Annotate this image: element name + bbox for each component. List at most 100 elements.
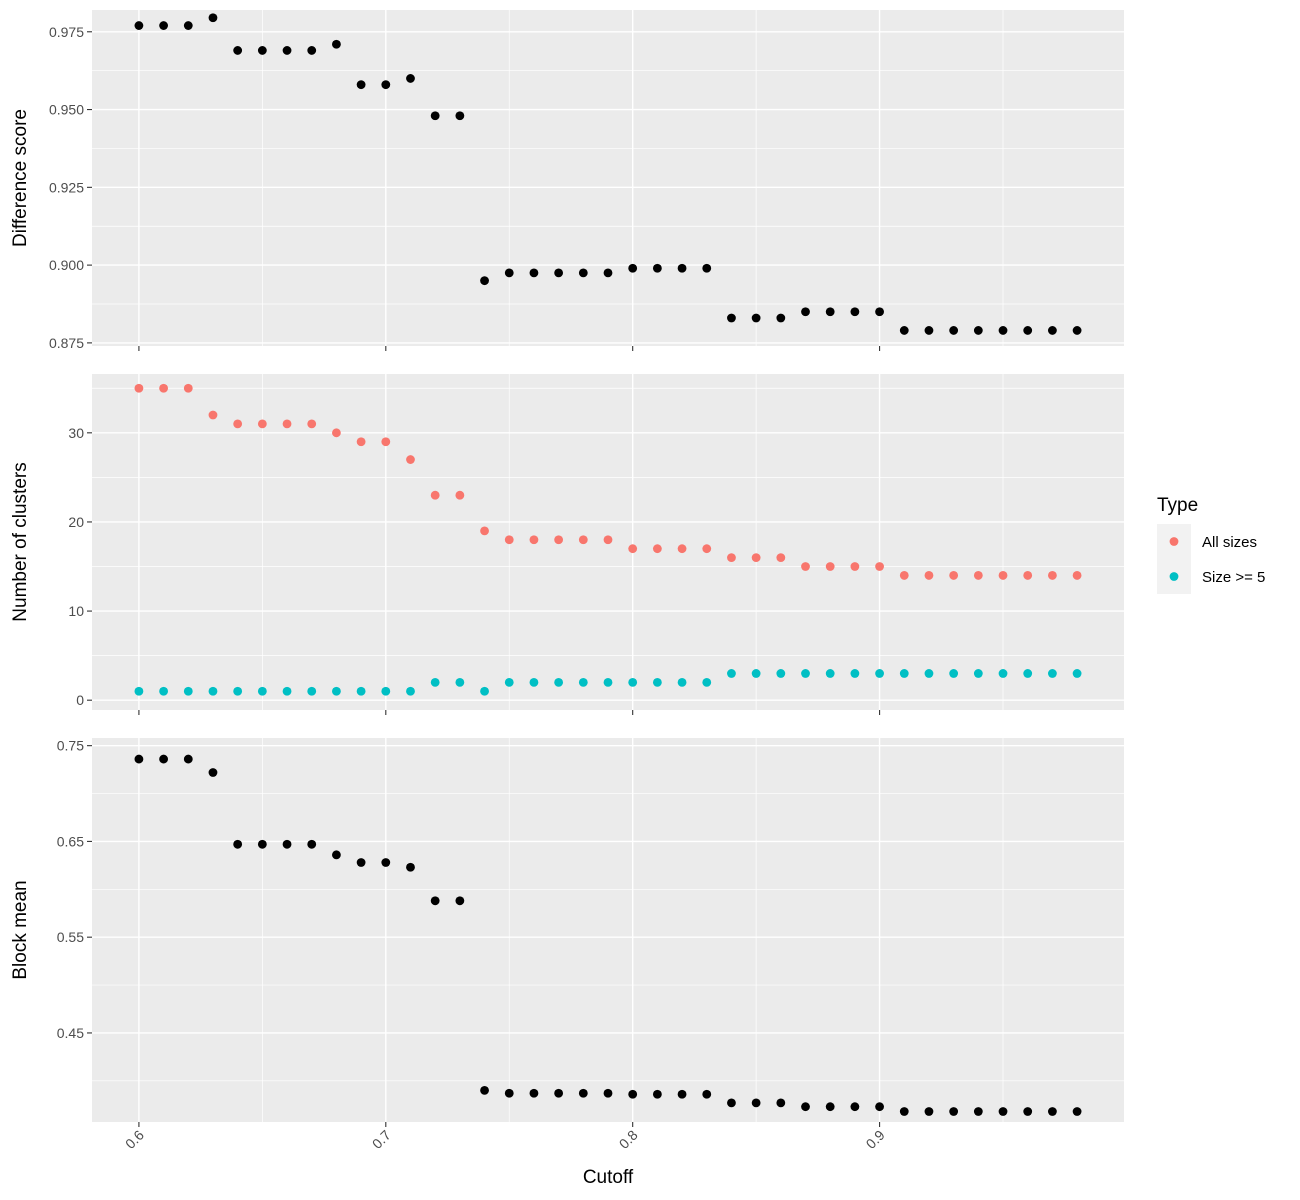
data-point-series (1072, 326, 1082, 335)
data-point-series (480, 276, 489, 286)
y-tick-label: 0.925 (49, 179, 84, 195)
data-point-series (233, 46, 243, 55)
data-point-size-5 (875, 669, 884, 678)
data-point-size-5 (899, 669, 909, 678)
y-tick-label: 0.900 (49, 257, 84, 273)
data-point-series (998, 1107, 1008, 1116)
data-point-series (825, 307, 835, 317)
data-point-series (134, 21, 144, 30)
data-point-size-5 (134, 686, 144, 696)
data-point-size-5 (208, 686, 218, 696)
data-point-series (183, 754, 193, 764)
data-point-size-5 (257, 686, 267, 696)
data-point-all-sizes (257, 419, 267, 429)
data-point-all-sizes (159, 383, 168, 393)
y-tick-label: 0.45 (57, 1025, 84, 1041)
data-point-series (529, 1088, 539, 1098)
data-point-all-sizes (751, 553, 761, 562)
data-point-all-sizes (430, 490, 440, 500)
data-point-all-sizes (578, 535, 588, 545)
data-point-size-5 (455, 677, 465, 687)
data-point-all-sizes (233, 419, 243, 429)
data-point-series (973, 326, 983, 335)
panel-background (92, 738, 1124, 1122)
data-point-all-sizes (899, 571, 909, 580)
data-point-size-5 (504, 677, 514, 687)
data-point-series (307, 839, 317, 849)
data-point-series (1023, 326, 1033, 335)
data-point-all-sizes (825, 562, 835, 571)
data-point-series (233, 839, 243, 849)
panel-difference-score: 0.875 0.900 0.925 0.950 0.975 Difference scor… (10, 10, 1124, 351)
data-point-series (875, 307, 884, 317)
data-point-all-sizes (973, 571, 983, 580)
data-point-series (603, 1088, 613, 1098)
data-point-series (727, 313, 736, 323)
data-point-series (1048, 326, 1057, 335)
x-tick-label: 0.6 (122, 1127, 147, 1152)
data-point-size-5 (702, 677, 712, 687)
data-point-series (504, 268, 514, 278)
data-point-series (751, 1098, 761, 1108)
data-point-all-sizes (1048, 571, 1057, 580)
y-tick-label: 20 (68, 514, 84, 530)
data-point-all-sizes (850, 562, 860, 571)
data-point-size-5 (233, 686, 243, 696)
data-point-size-5 (652, 677, 662, 687)
y-axis-title-difference-score: Difference score (10, 109, 31, 247)
data-point-series (1048, 1107, 1057, 1116)
data-point-series (356, 80, 366, 90)
data-point-size-5 (1048, 669, 1057, 678)
data-point-series (652, 1089, 662, 1099)
data-point-series (159, 21, 168, 30)
data-point-series (282, 839, 292, 849)
data-point-series (381, 80, 391, 90)
data-point-series (406, 862, 415, 872)
legend-label-all-sizes: All sizes (1202, 534, 1257, 551)
data-point-series (776, 313, 786, 323)
data-point-series (1072, 1107, 1082, 1116)
data-point-all-sizes (702, 544, 712, 554)
y-tick-label: 0.875 (49, 335, 84, 351)
data-point-all-sizes (727, 553, 736, 562)
data-point-all-sizes (875, 562, 884, 571)
x-tick-label: 0.8 (616, 1127, 641, 1152)
data-point-series (825, 1102, 835, 1112)
data-point-size-5 (924, 669, 934, 678)
data-point-series (159, 754, 168, 764)
data-point-all-sizes (455, 490, 465, 500)
panel-background (92, 10, 1124, 346)
data-point-series (257, 839, 267, 849)
data-point-size-5 (727, 669, 736, 678)
data-point-series (751, 313, 761, 323)
data-point-size-5 (949, 669, 959, 678)
data-point-all-sizes (307, 419, 317, 429)
data-point-series (332, 39, 341, 49)
data-point-series (727, 1098, 736, 1108)
panels: 0.875 0.900 0.925 0.950 0.975 Difference scor… (10, 10, 1124, 1152)
y-tick-label: 0.65 (57, 833, 84, 849)
data-point-all-sizes (1023, 571, 1033, 580)
data-point-series (875, 1102, 884, 1112)
data-point-all-sizes (332, 428, 341, 438)
legend: Type All sizes Size >= 5 (1157, 495, 1265, 594)
data-point-size-5 (628, 677, 638, 687)
y-tick-label: 10 (68, 603, 84, 619)
y-axis-title-block-mean: Block mean (10, 880, 31, 979)
data-point-all-sizes (282, 419, 292, 429)
data-point-series (628, 1089, 638, 1099)
data-point-size-5 (381, 686, 391, 696)
data-point-all-sizes (183, 383, 193, 393)
data-point-size-5 (332, 686, 341, 696)
data-point-series (850, 1102, 860, 1112)
data-point-size-5 (183, 686, 193, 696)
data-point-series (776, 1098, 786, 1108)
data-point-size-5 (578, 677, 588, 687)
data-point-size-5 (825, 669, 835, 678)
data-point-series (702, 263, 712, 273)
data-point-series (801, 307, 810, 317)
y-tick-label: 30 (68, 425, 84, 441)
data-point-series (554, 268, 564, 278)
data-point-series (949, 1107, 959, 1116)
